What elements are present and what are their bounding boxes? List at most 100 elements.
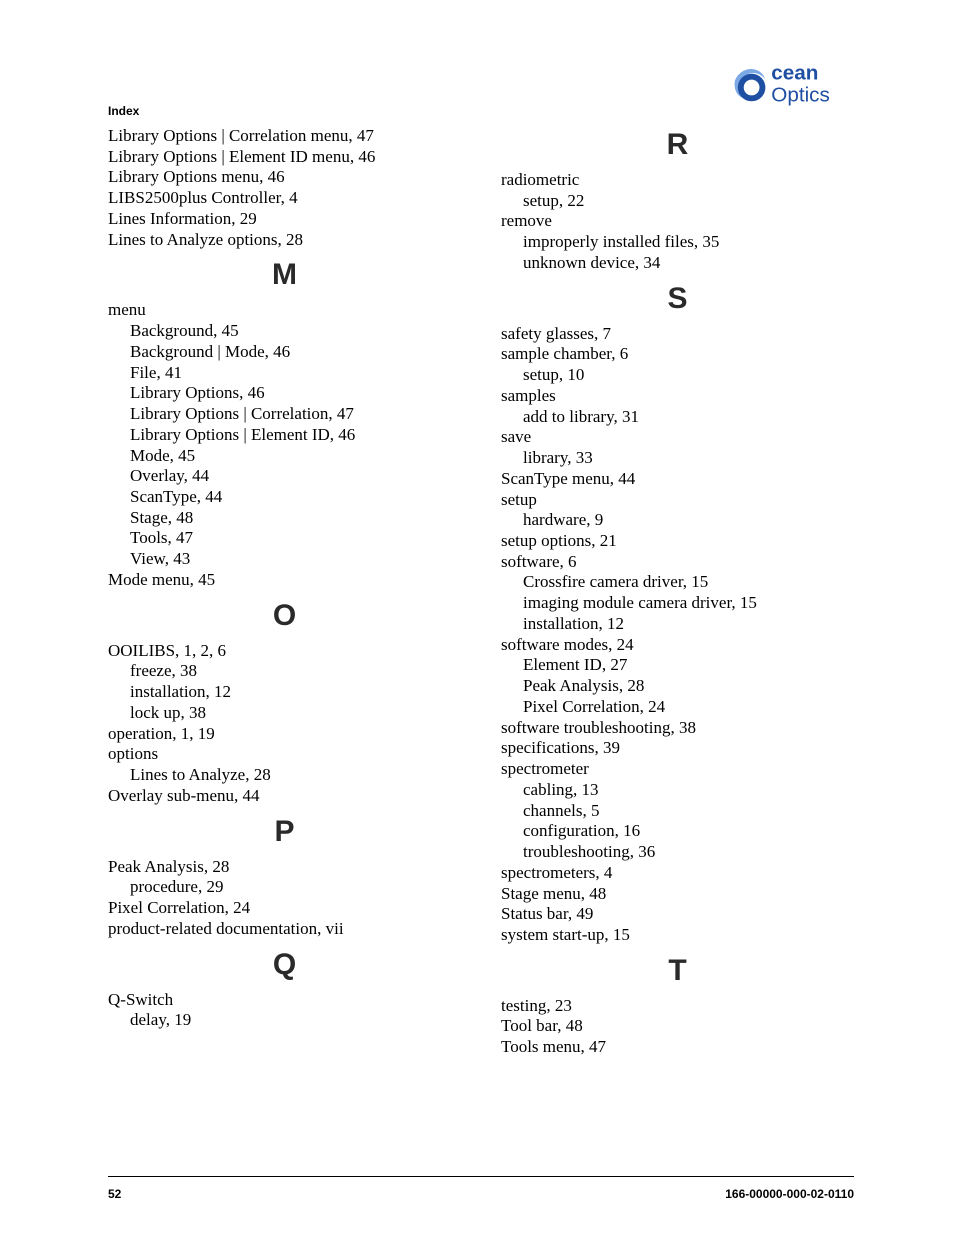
- page-number: 52: [108, 1187, 121, 1201]
- left-column: Library Options | Correlation menu, 47Li…: [108, 126, 461, 1058]
- index-entry: delay, 19: [108, 1010, 461, 1031]
- section-T: testing, 23Tool bar, 48Tools menu, 47: [501, 996, 854, 1058]
- index-entry: Library Options menu, 46: [108, 167, 461, 188]
- letter-heading-S: S: [501, 282, 854, 316]
- index-entry: samples: [501, 386, 854, 407]
- index-entry: setup, 22: [501, 191, 854, 212]
- section-S: safety glasses, 7sample chamber, 6setup,…: [501, 324, 854, 946]
- index-entry: spectrometer: [501, 759, 854, 780]
- letter-S: S: [667, 282, 687, 315]
- index-entry: File, 41: [108, 363, 461, 384]
- footer-rule: [108, 1176, 854, 1177]
- index-entry: improperly installed files, 35: [501, 232, 854, 253]
- index-entry: LIBS2500plus Controller, 4: [108, 188, 461, 209]
- index-entry: software troubleshooting, 38: [501, 718, 854, 739]
- index-entry: remove: [501, 211, 854, 232]
- index-entry: Library Options | Element ID, 46: [108, 425, 461, 446]
- index-entry: Lines to Analyze, 28: [108, 765, 461, 786]
- section-Q: Q-Switchdelay, 19: [108, 990, 461, 1031]
- section-O: OOILIBS, 1, 2, 6freeze, 38installation, …: [108, 641, 461, 807]
- index-entry: imaging module camera driver, 15: [501, 593, 854, 614]
- index-entry: testing, 23: [501, 996, 854, 1017]
- index-entry: spectrometers, 4: [501, 863, 854, 884]
- index-entry: Tool bar, 48: [501, 1016, 854, 1037]
- index-entry: Library Options | Correlation menu, 47: [108, 126, 461, 147]
- index-entry: channels, 5: [501, 801, 854, 822]
- letter-heading-R: R: [501, 128, 854, 162]
- index-entry: Overlay, 44: [108, 466, 461, 487]
- index-entry: Status bar, 49: [501, 904, 854, 925]
- letter-O: O: [273, 599, 296, 632]
- section-pre: Library Options | Correlation menu, 47Li…: [108, 126, 461, 250]
- letter-heading-P: P: [108, 815, 461, 849]
- index-entry: product-related documentation, vii: [108, 919, 461, 940]
- index-columns: Library Options | Correlation menu, 47Li…: [108, 126, 854, 1058]
- index-entry: Library Options, 46: [108, 383, 461, 404]
- index-entry: Q-Switch: [108, 990, 461, 1011]
- letter-Q: Q: [273, 948, 296, 981]
- section-R: radiometricsetup, 22removeimproperly ins…: [501, 170, 854, 274]
- index-entry: Stage menu, 48: [501, 884, 854, 905]
- letter-P: P: [274, 815, 294, 848]
- index-entry: system start-up, 15: [501, 925, 854, 946]
- index-entry: hardware, 9: [501, 510, 854, 531]
- letter-heading-M: M: [108, 258, 461, 292]
- index-entry: software, 6: [501, 552, 854, 573]
- index-entry: menu: [108, 300, 461, 321]
- index-entry: unknown device, 34: [501, 253, 854, 274]
- index-entry: troubleshooting, 36: [501, 842, 854, 863]
- index-entry: ScanType menu, 44: [501, 469, 854, 490]
- index-entry: procedure, 29: [108, 877, 461, 898]
- index-entry: OOILIBS, 1, 2, 6: [108, 641, 461, 662]
- letter-R: R: [667, 128, 689, 161]
- index-entry: Element ID, 27: [501, 655, 854, 676]
- index-entry: cabling, 13: [501, 780, 854, 801]
- index-entry: Pixel Correlation, 24: [108, 898, 461, 919]
- index-entry: Stage, 48: [108, 508, 461, 529]
- index-entry: safety glasses, 7: [501, 324, 854, 345]
- letter-heading-T: T: [501, 954, 854, 988]
- index-entry: Lines Information, 29: [108, 209, 461, 230]
- letter-M: M: [272, 258, 297, 291]
- index-entry: Tools, 47: [108, 528, 461, 549]
- section-P: Peak Analysis, 28procedure, 29Pixel Corr…: [108, 857, 461, 940]
- index-entry: Library Options | Element ID menu, 46: [108, 147, 461, 168]
- letter-heading-O: O: [108, 599, 461, 633]
- index-entry: setup, 10: [501, 365, 854, 386]
- index-entry: Lines to Analyze options, 28: [108, 230, 461, 251]
- running-head: Index: [108, 104, 139, 118]
- section-M: menuBackground, 45Background | Mode, 46F…: [108, 300, 461, 590]
- index-entry: sample chamber, 6: [501, 344, 854, 365]
- index-entry: installation, 12: [108, 682, 461, 703]
- index-entry: Background, 45: [108, 321, 461, 342]
- index-entry: save: [501, 427, 854, 448]
- footer: 52 166-00000-000-02-0110: [108, 1187, 854, 1201]
- index-entry: radiometric: [501, 170, 854, 191]
- index-entry: Crossfire camera driver, 15: [501, 572, 854, 593]
- index-entry: specifications, 39: [501, 738, 854, 759]
- index-entry: Tools menu, 47: [501, 1037, 854, 1058]
- index-entry: configuration, 16: [501, 821, 854, 842]
- index-entry: library, 33: [501, 448, 854, 469]
- svg-text:Optics: Optics: [771, 83, 830, 106]
- index-entry: Mode menu, 45: [108, 570, 461, 591]
- index-entry: Mode, 45: [108, 446, 461, 467]
- index-entry: operation, 1, 19: [108, 724, 461, 745]
- index-entry: options: [108, 744, 461, 765]
- index-entry: setup options, 21: [501, 531, 854, 552]
- letter-T: T: [668, 954, 686, 987]
- index-entry: Background | Mode, 46: [108, 342, 461, 363]
- svg-text:cean: cean: [771, 62, 818, 85]
- doc-id: 166-00000-000-02-0110: [725, 1187, 854, 1201]
- index-entry: installation, 12: [501, 614, 854, 635]
- index-entry: View, 43: [108, 549, 461, 570]
- right-column: R radiometricsetup, 22removeimproperly i…: [501, 126, 854, 1058]
- index-entry: lock up, 38: [108, 703, 461, 724]
- index-entry: Library Options | Correlation, 47: [108, 404, 461, 425]
- letter-heading-Q: Q: [108, 948, 461, 982]
- index-entry: software modes, 24: [501, 635, 854, 656]
- index-entry: setup: [501, 490, 854, 511]
- index-entry: ScanType, 44: [108, 487, 461, 508]
- header: Index cean Optics: [108, 60, 854, 118]
- index-entry: freeze, 38: [108, 661, 461, 682]
